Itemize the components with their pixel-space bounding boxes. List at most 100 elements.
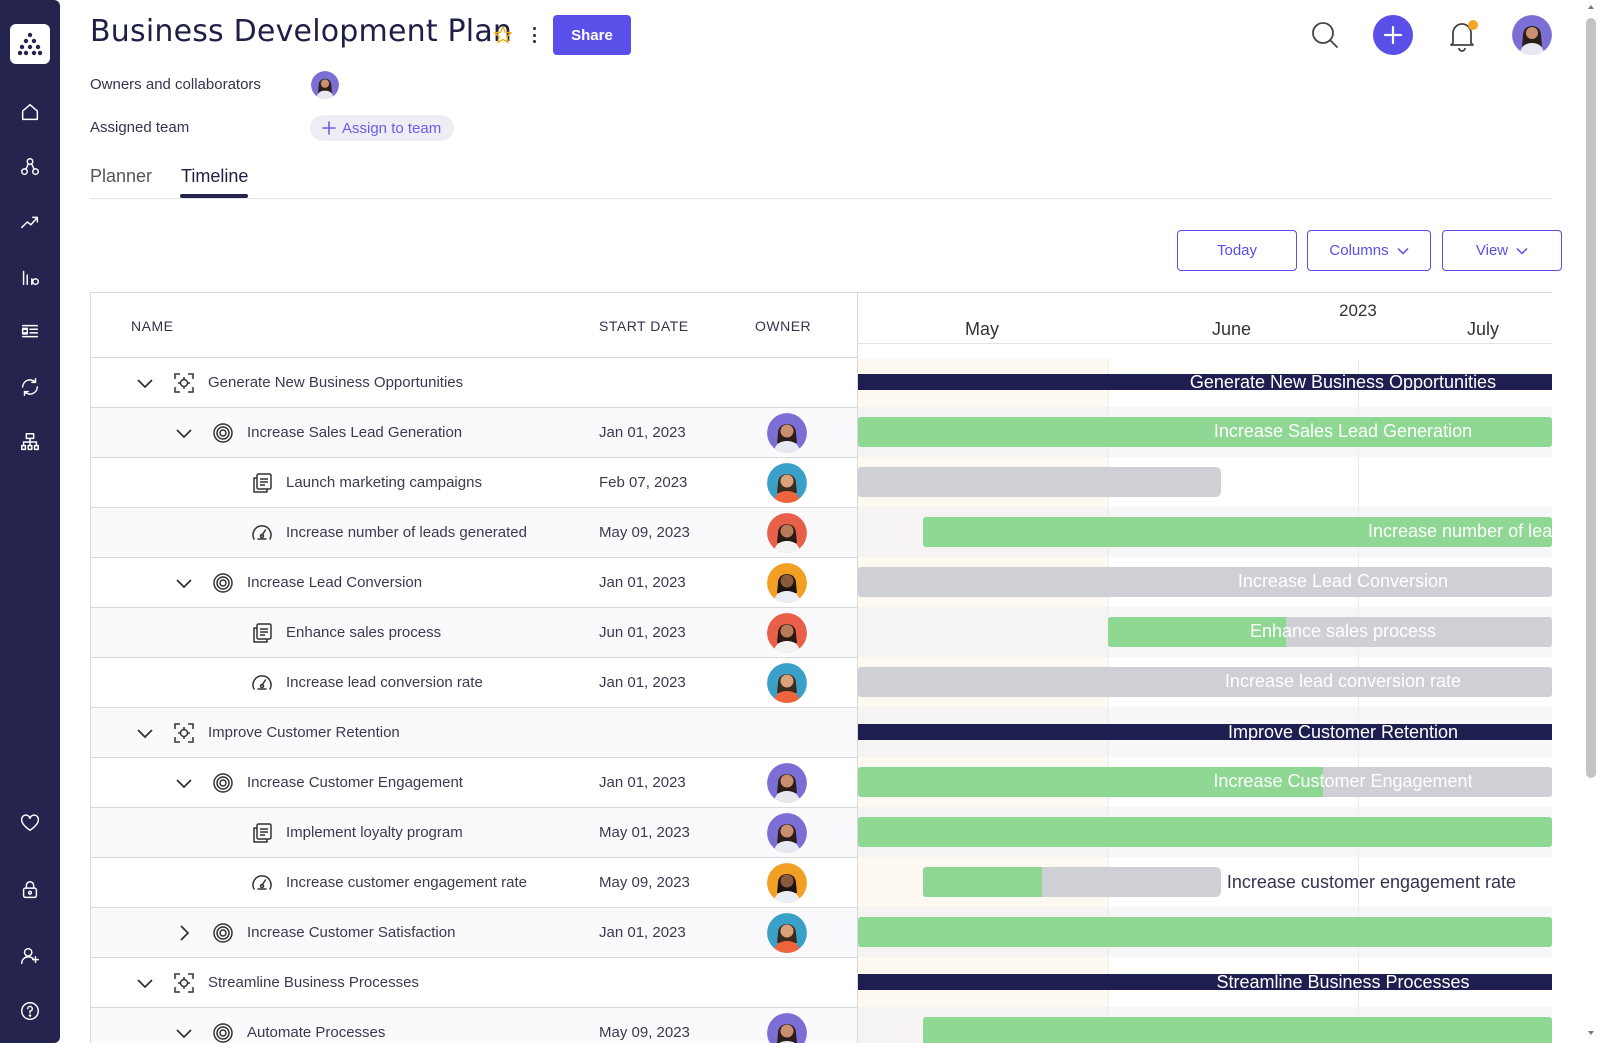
- chevron-down-icon[interactable]: [172, 771, 196, 795]
- timeline-objective-bar[interactable]: [858, 724, 1552, 740]
- table-row[interactable]: Increase Customer Satisfaction Jan 01, 20…: [91, 908, 857, 958]
- progress-fill: [858, 767, 1323, 797]
- table-row[interactable]: Increase customer engagement rate May 09,…: [91, 858, 857, 908]
- table-row[interactable]: Launch marketing campaigns Feb 07, 2023: [91, 458, 857, 508]
- row-name[interactable]: Increase customer engagement rate: [286, 874, 527, 891]
- table-row[interactable]: Increase Lead Conversion Jan 01, 2023: [91, 558, 857, 608]
- tab-timeline[interactable]: Timeline: [181, 166, 249, 186]
- star-icon[interactable]: [492, 24, 514, 46]
- timeline-bar[interactable]: [858, 467, 1221, 497]
- search-icon[interactable]: [1310, 20, 1340, 50]
- table-row[interactable]: Automate Processes May 09, 2023: [91, 1008, 857, 1043]
- share-button[interactable]: Share: [553, 15, 631, 55]
- row-name[interactable]: Enhance sales process: [286, 624, 442, 641]
- table-row[interactable]: Enhance sales process Jun 01, 2023: [91, 608, 857, 658]
- timeline-bar[interactable]: [858, 417, 1552, 447]
- chevron-down-icon[interactable]: [172, 571, 196, 595]
- sidebar: [0, 0, 60, 1043]
- row-name[interactable]: Increase Customer Satisfaction: [247, 924, 456, 941]
- today-button[interactable]: Today: [1177, 230, 1297, 271]
- chevron-right-icon[interactable]: [172, 921, 196, 945]
- column-header-name[interactable]: NAME: [131, 318, 174, 334]
- row-name[interactable]: Increase number of leads generated: [286, 524, 527, 541]
- row-name[interactable]: Increase Customer Engagement: [247, 774, 463, 791]
- timeline-bar[interactable]: [922, 1017, 1552, 1043]
- tab-planner[interactable]: Planner: [90, 166, 153, 186]
- timeline-bar[interactable]: [922, 517, 1552, 547]
- view-button[interactable]: View: [1442, 230, 1562, 271]
- add-button[interactable]: [1373, 15, 1413, 55]
- owner-avatar[interactable]: [767, 613, 807, 653]
- user-avatar[interactable]: [1512, 15, 1552, 55]
- columns-button[interactable]: Columns: [1307, 230, 1431, 271]
- lock-icon[interactable]: [16, 876, 44, 904]
- column-header-start-date[interactable]: START DATE: [599, 318, 689, 334]
- chevron-down-icon[interactable]: [172, 1021, 196, 1043]
- timeline-bar[interactable]: [922, 867, 1221, 897]
- collaborator-avatar[interactable]: [311, 71, 339, 99]
- heart-icon[interactable]: [16, 809, 44, 837]
- table-row[interactable]: Streamline Business Processes: [91, 958, 857, 1008]
- chevron-down-icon[interactable]: [133, 971, 157, 995]
- row-name[interactable]: Automate Processes: [247, 1024, 386, 1041]
- owner-avatar[interactable]: [767, 513, 807, 553]
- table-row[interactable]: Increase Sales Lead Generation Jan 01, 20…: [91, 408, 857, 458]
- timeline-objective-bar[interactable]: [858, 974, 1552, 990]
- sync-icon[interactable]: [16, 373, 44, 401]
- plus-icon: [322, 121, 336, 135]
- table-row[interactable]: Generate New Business Opportunities: [91, 358, 857, 408]
- vertical-scrollbar[interactable]: [1586, 18, 1596, 778]
- network-icon[interactable]: [16, 153, 44, 181]
- timeline-bar[interactable]: [858, 767, 1552, 797]
- scroll-down-icon[interactable]: [1586, 1028, 1596, 1038]
- trend-icon[interactable]: [16, 208, 44, 236]
- hierarchy-icon[interactable]: [16, 428, 44, 456]
- timeline-bar[interactable]: [858, 817, 1552, 847]
- owner-avatar[interactable]: [767, 913, 807, 953]
- row-name[interactable]: Improve Customer Retention: [208, 724, 400, 741]
- timeline-objective-bar[interactable]: [858, 374, 1552, 390]
- row-name[interactable]: Implement loyalty program: [286, 824, 463, 841]
- timeline-bar[interactable]: [858, 567, 1552, 597]
- gridline-july: [1358, 359, 1359, 1043]
- owner-avatar[interactable]: [767, 813, 807, 853]
- app-logo[interactable]: [10, 24, 50, 64]
- owner-avatar[interactable]: [767, 413, 807, 453]
- help-icon[interactable]: [16, 997, 44, 1025]
- table-row[interactable]: Increase Customer Engagement Jan 01, 2023: [91, 758, 857, 808]
- today-label: Today: [1216, 242, 1258, 259]
- bar-chart-icon[interactable]: [16, 263, 44, 291]
- owner-avatar[interactable]: [767, 863, 807, 903]
- table-row[interactable]: Increase number of leads generated May 09…: [91, 508, 857, 558]
- row-name[interactable]: Increase lead conversion rate: [286, 674, 483, 691]
- month-label-june: June: [1212, 319, 1252, 339]
- timeline-bar[interactable]: [858, 667, 1552, 697]
- row-name[interactable]: Increase Lead Conversion: [247, 574, 423, 591]
- assign-to-team-button[interactable]: Assign to team: [310, 115, 454, 141]
- table-row[interactable]: Increase lead conversion rate Jan 01, 202…: [91, 658, 857, 708]
- row-start-date: Jan 01, 2023: [599, 674, 686, 691]
- row-name[interactable]: Launch marketing campaigns: [286, 474, 482, 491]
- chevron-down-icon[interactable]: [133, 371, 157, 395]
- timeline-bar[interactable]: [1108, 617, 1552, 647]
- table-row[interactable]: Improve Customer Retention: [91, 708, 857, 758]
- row-name[interactable]: Generate New Business Opportunities: [208, 374, 464, 391]
- table-row[interactable]: Implement loyalty program May 01, 2023: [91, 808, 857, 858]
- chevron-down-icon[interactable]: [133, 721, 157, 745]
- owner-avatar[interactable]: [767, 1013, 807, 1043]
- owner-avatar[interactable]: [767, 763, 807, 803]
- row-name[interactable]: Increase Sales Lead Generation: [247, 424, 463, 441]
- list-icon[interactable]: [16, 318, 44, 346]
- chevron-down-icon[interactable]: [172, 421, 196, 445]
- more-options-icon[interactable]: [527, 24, 541, 46]
- timeline-bar[interactable]: [858, 917, 1552, 947]
- column-header-owner[interactable]: OWNER: [755, 318, 812, 334]
- home-icon[interactable]: [16, 98, 44, 126]
- owner-avatar[interactable]: [767, 663, 807, 703]
- owner-avatar[interactable]: [767, 563, 807, 603]
- scroll-up-icon[interactable]: [1586, 2, 1596, 12]
- bell-icon[interactable]: [1446, 18, 1478, 52]
- row-name[interactable]: Streamline Business Processes: [208, 974, 419, 991]
- add-user-icon[interactable]: [16, 942, 44, 970]
- owner-avatar[interactable]: [767, 463, 807, 503]
